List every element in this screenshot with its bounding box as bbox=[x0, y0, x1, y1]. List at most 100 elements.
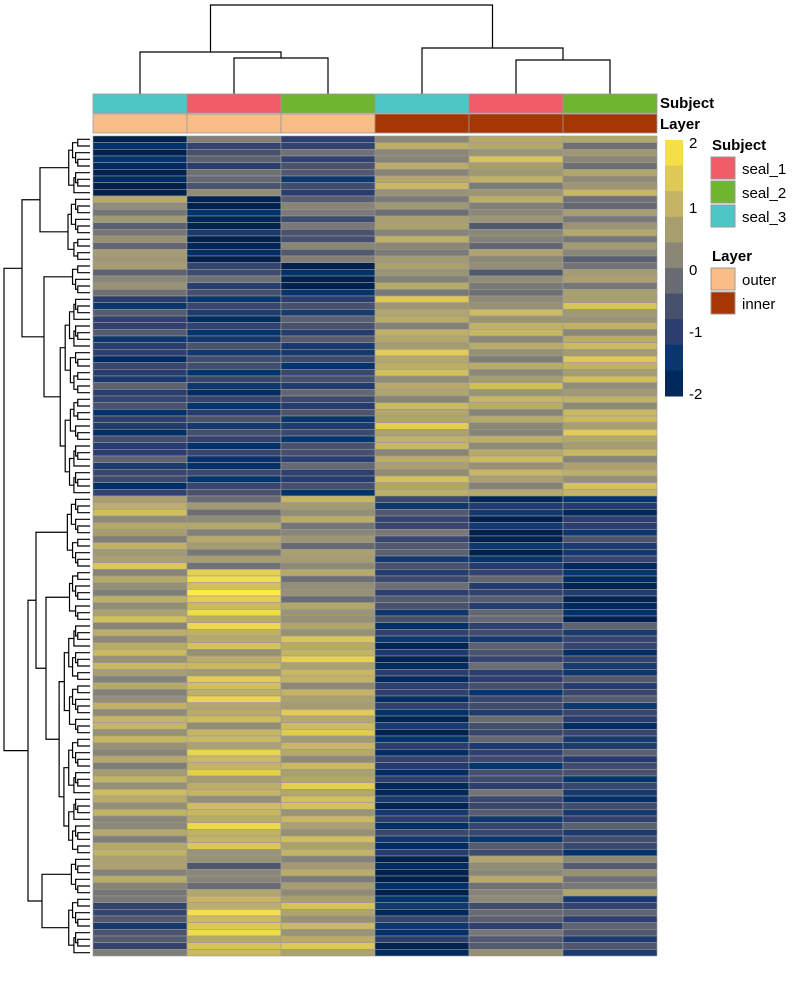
heatmap-cell bbox=[186, 142, 282, 150]
heatmap-cell bbox=[374, 249, 470, 257]
heatmap-cell bbox=[280, 375, 376, 383]
heatmap-cell bbox=[374, 175, 470, 183]
heatmap-cell bbox=[374, 342, 470, 350]
heatmap-cell bbox=[92, 842, 188, 850]
heatmap-cell bbox=[562, 735, 658, 743]
layer-annotation-cell bbox=[374, 113, 470, 134]
heatmap-cell bbox=[280, 689, 376, 697]
heatmap-cell bbox=[468, 415, 564, 423]
heatmap-cell bbox=[280, 302, 376, 310]
row-dendrogram-branch bbox=[77, 385, 90, 394]
row-dendrogram-branch bbox=[73, 242, 78, 257]
heatmap-cell bbox=[280, 675, 376, 683]
column-dendrogram-branch bbox=[515, 59, 611, 94]
heatmap-cell bbox=[562, 769, 658, 777]
heatmap-cell bbox=[280, 415, 376, 423]
heatmap-cell bbox=[562, 715, 658, 723]
heatmap-cell bbox=[468, 529, 564, 537]
heatmap-cell bbox=[468, 442, 564, 450]
heatmap-cell bbox=[186, 175, 282, 183]
heatmap-cell bbox=[562, 422, 658, 430]
heatmap-cell bbox=[186, 715, 282, 723]
heatmap-cell bbox=[280, 249, 376, 257]
heatmap-cell bbox=[468, 409, 564, 417]
heatmap-cell bbox=[186, 949, 282, 957]
heatmap-cell bbox=[562, 709, 658, 717]
heatmap-cell bbox=[562, 415, 658, 423]
heatmap-cell bbox=[280, 482, 376, 490]
heatmap-cell bbox=[468, 629, 564, 637]
heatmap-cell bbox=[562, 649, 658, 657]
heatmap-cell bbox=[562, 169, 658, 177]
legend-swatch-seal-3 bbox=[710, 204, 736, 228]
heatmap-cell bbox=[374, 542, 470, 550]
heatmap-cell bbox=[186, 595, 282, 603]
heatmap-cell bbox=[468, 889, 564, 897]
row-dendrogram-branch bbox=[68, 696, 76, 725]
heatmap-cell bbox=[186, 842, 282, 850]
heatmap-cell bbox=[186, 782, 282, 790]
heatmap-cell bbox=[468, 655, 564, 663]
color-scale-segment bbox=[665, 191, 683, 218]
heatmap-cell bbox=[186, 789, 282, 797]
heatmap-cell bbox=[374, 215, 470, 223]
row-dendrogram-branch bbox=[77, 558, 90, 567]
heatmap-cell bbox=[562, 529, 658, 537]
heatmap-cell bbox=[92, 649, 188, 657]
heatmap-cell bbox=[562, 615, 658, 623]
heatmap-cell bbox=[280, 322, 376, 330]
heatmap-cell bbox=[92, 362, 188, 370]
heatmap-cell bbox=[468, 222, 564, 230]
heatmap-cell bbox=[374, 369, 470, 377]
heatmap-cell bbox=[186, 355, 282, 363]
heatmap-cell bbox=[92, 675, 188, 683]
heatmap-cell bbox=[374, 709, 470, 717]
heatmap-cell bbox=[186, 469, 282, 477]
heatmap-cell bbox=[186, 682, 282, 690]
heatmap-cell bbox=[562, 209, 658, 217]
heatmap-cell bbox=[280, 395, 376, 403]
heatmap-cell bbox=[562, 202, 658, 210]
heatmap-cell bbox=[562, 242, 658, 250]
heatmap-cell bbox=[186, 422, 282, 430]
layer-annotation-cell bbox=[92, 113, 188, 134]
row-dendrogram-branch bbox=[68, 457, 74, 486]
heatmap-cell bbox=[92, 369, 188, 377]
heatmap-cell bbox=[92, 169, 188, 177]
heatmap-cell bbox=[562, 442, 658, 450]
heatmap-cell bbox=[562, 929, 658, 937]
heatmap-cell bbox=[374, 222, 470, 230]
heatmap-cell bbox=[374, 555, 470, 563]
row-dendrogram-branch bbox=[77, 412, 90, 420]
heatmap-cell bbox=[562, 829, 658, 837]
row-dendrogram-branch bbox=[77, 705, 90, 714]
heatmap-cell bbox=[374, 242, 470, 250]
heatmap-cell bbox=[186, 689, 282, 697]
row-dendrogram-branch bbox=[77, 898, 90, 907]
heatmap-cell bbox=[374, 149, 470, 157]
heatmap-cell bbox=[186, 909, 282, 917]
heatmap-cell bbox=[92, 295, 188, 303]
heatmap-cell bbox=[280, 309, 376, 317]
heatmap-cell bbox=[92, 769, 188, 777]
heatmap-cell bbox=[468, 469, 564, 477]
row-dendrogram-branch bbox=[70, 203, 76, 225]
heatmap-cell bbox=[374, 949, 470, 957]
heatmap-cell bbox=[562, 182, 658, 190]
heatmap-cell bbox=[186, 749, 282, 757]
heatmap-cell bbox=[562, 869, 658, 877]
heatmap-cell bbox=[562, 922, 658, 930]
heatmap-cell bbox=[92, 875, 188, 883]
color-tick-label: 0 bbox=[689, 262, 697, 279]
heatmap-cell bbox=[186, 149, 282, 157]
heatmap-cell bbox=[562, 155, 658, 163]
row-dendrogram-branch bbox=[41, 873, 72, 929]
heatmap-cell bbox=[92, 882, 188, 890]
heatmap-cell bbox=[92, 715, 188, 723]
heatmap-cell bbox=[562, 269, 658, 277]
heatmap-cell bbox=[374, 309, 470, 317]
heatmap-cell bbox=[280, 435, 376, 443]
heatmap-cell bbox=[562, 549, 658, 557]
heatmap-cell bbox=[374, 829, 470, 837]
heatmap-cell bbox=[280, 162, 376, 170]
